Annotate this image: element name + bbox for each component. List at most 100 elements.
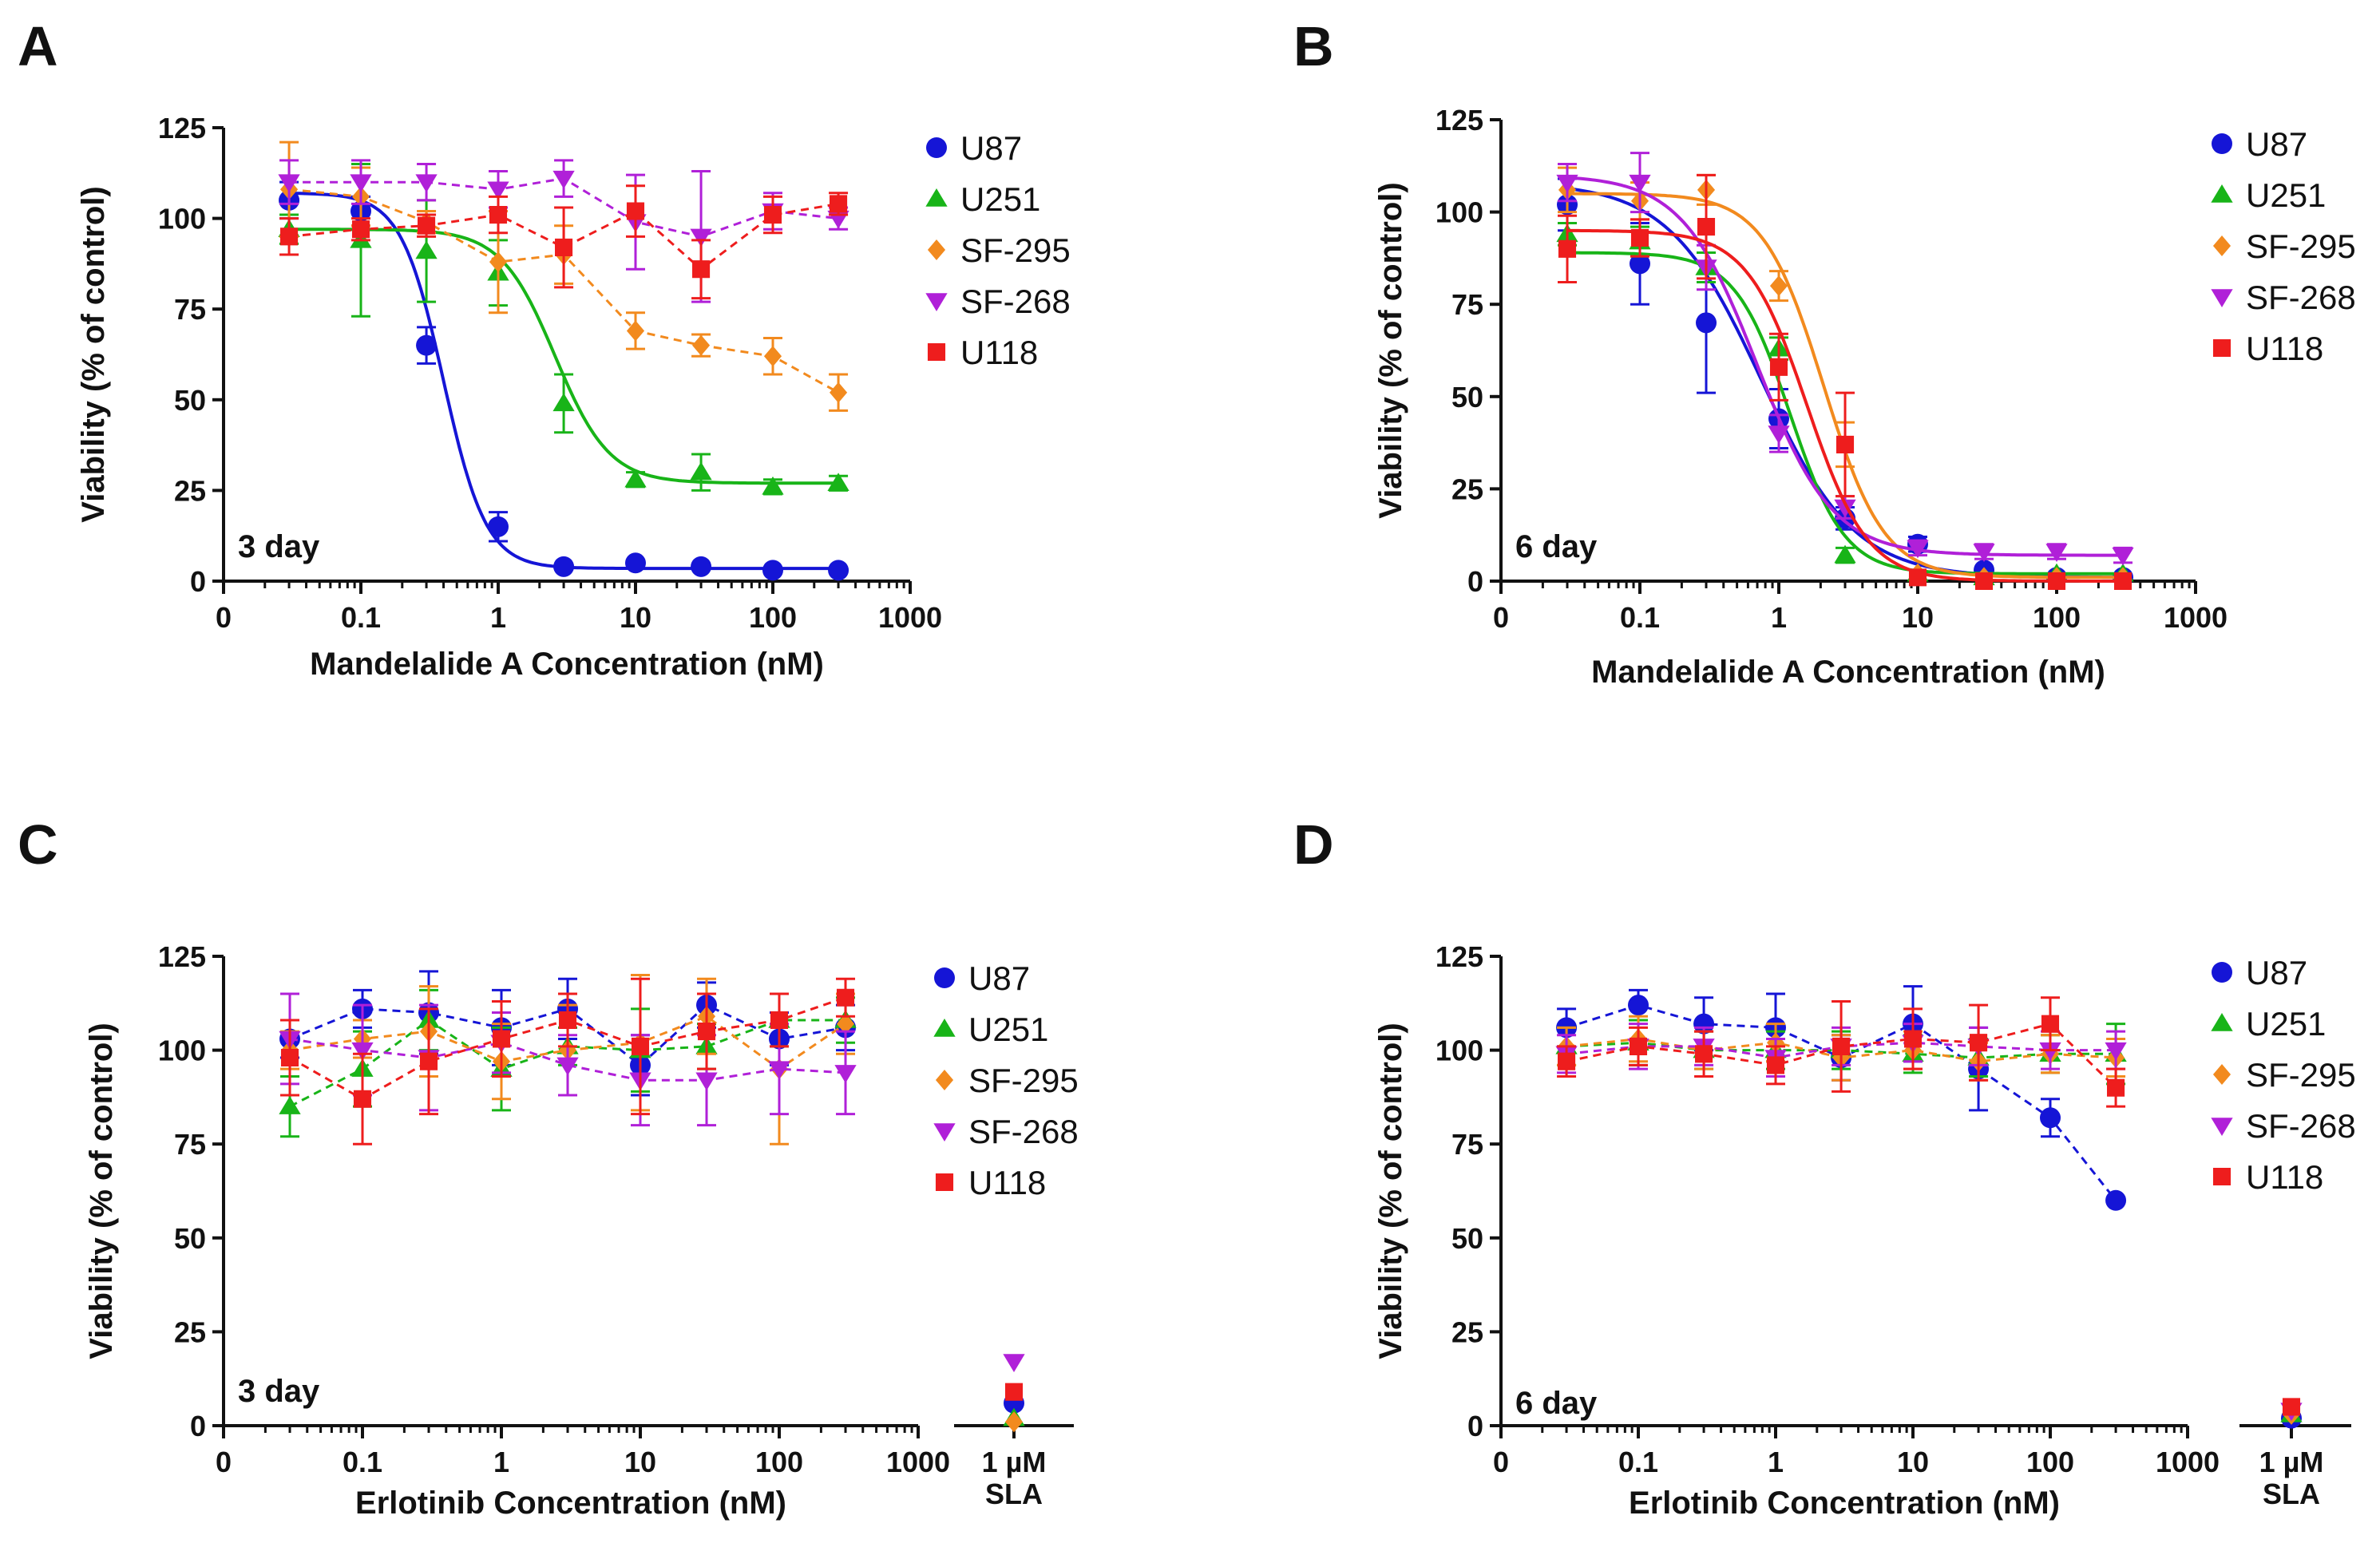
data-point bbox=[2112, 547, 2134, 566]
data-point bbox=[351, 220, 370, 239]
data-point bbox=[2045, 544, 2068, 563]
y-axis-label: Viability (% of control) bbox=[1373, 182, 1408, 519]
data-point bbox=[556, 1057, 579, 1076]
legend-marker bbox=[933, 1019, 956, 1037]
x-tick-label: 100 bbox=[749, 601, 797, 634]
y-axis-label: Viability (% of control) bbox=[1373, 1023, 1408, 1359]
data-point bbox=[1766, 1056, 1785, 1074]
legend-label: U251 bbox=[960, 180, 1040, 218]
legend-label: U118 bbox=[960, 334, 1038, 371]
x-tick-label: 1 bbox=[1771, 601, 1787, 634]
legend-marker bbox=[2212, 1064, 2231, 1085]
data-point bbox=[419, 1052, 438, 1070]
y-tick-label: 50 bbox=[174, 1222, 206, 1255]
data-point bbox=[763, 346, 782, 367]
series-sf-295 bbox=[1557, 1015, 2301, 1425]
data-point bbox=[2041, 1015, 2060, 1033]
x-tick-label: 10 bbox=[624, 1446, 656, 1478]
data-point bbox=[415, 174, 438, 193]
data-point bbox=[1834, 499, 1856, 518]
fit-curve bbox=[1567, 228, 2123, 583]
legend-marker bbox=[927, 342, 946, 362]
day-annotation: 6 day bbox=[1515, 1386, 1598, 1421]
data-point bbox=[1558, 239, 1577, 258]
legend-label: U251 bbox=[2246, 176, 2326, 214]
data-point bbox=[768, 1061, 790, 1080]
data-point bbox=[770, 1011, 789, 1030]
data-point bbox=[492, 1030, 511, 1048]
data-point bbox=[487, 181, 509, 200]
legend-marker bbox=[925, 293, 948, 311]
series-u251 bbox=[1555, 1019, 2303, 1422]
x-tick-label: 1 bbox=[493, 1446, 509, 1478]
legend-label: U251 bbox=[2246, 1005, 2326, 1043]
connector-line bbox=[1566, 1023, 2117, 1089]
x-tick-label: 1000 bbox=[886, 1446, 950, 1478]
y-tick-label: 0 bbox=[1467, 1410, 1483, 1442]
panel-A: A 0 25 50 75 100 125 0 0.1 1 10 100 1000 Mandelalide … bbox=[18, 15, 1071, 682]
series-sf-268 bbox=[279, 992, 1025, 1373]
legend-marker bbox=[2212, 235, 2231, 256]
fit-curve bbox=[1566, 176, 2123, 557]
y-axis-label: Viability (% of control) bbox=[84, 1023, 119, 1359]
data-point bbox=[2040, 1107, 2061, 1129]
series-u118 bbox=[279, 184, 849, 300]
legend-marker bbox=[927, 239, 946, 260]
legend-marker bbox=[934, 967, 955, 988]
x-tick-label: 10 bbox=[1902, 601, 1934, 634]
data-point bbox=[553, 556, 575, 577]
x-tick-label: 10 bbox=[620, 601, 651, 634]
legend-marker bbox=[2211, 289, 2233, 307]
legend-marker bbox=[2212, 338, 2231, 358]
data-point bbox=[1556, 174, 1578, 193]
y-tick-label: 50 bbox=[1451, 381, 1483, 413]
data-point bbox=[280, 1048, 299, 1067]
data-point bbox=[489, 251, 508, 273]
y-tick-label: 125 bbox=[158, 112, 206, 144]
data-point bbox=[415, 240, 438, 259]
panel-B: B 0 25 50 75 100 125 0 0.1 1 10 100 1000 Mandelalide … bbox=[1293, 15, 2356, 690]
y-tick-label: 0 bbox=[1467, 565, 1483, 598]
x-tick-label: 1000 bbox=[2156, 1446, 2220, 1478]
y-tick-label: 25 bbox=[174, 474, 206, 507]
x-tick-label: 0.1 bbox=[1618, 1446, 1658, 1478]
legend-marker bbox=[926, 137, 947, 158]
data-point bbox=[692, 334, 711, 356]
legend-label: U118 bbox=[2246, 330, 2323, 367]
y-tick-label: 0 bbox=[190, 565, 206, 598]
legend-marker bbox=[2212, 133, 2232, 154]
data-point bbox=[626, 202, 645, 220]
legend-label: U118 bbox=[2246, 1158, 2323, 1196]
sla-point bbox=[1003, 1354, 1025, 1373]
data-point bbox=[1629, 174, 1651, 193]
x-axis-label: Mandelalide A Concentration (nM) bbox=[1591, 655, 2105, 690]
data-point bbox=[631, 1037, 650, 1055]
data-point bbox=[278, 174, 300, 193]
data-point bbox=[488, 516, 509, 537]
sla-point bbox=[1004, 1383, 1024, 1401]
day-annotation: 3 day bbox=[238, 1374, 320, 1409]
data-point bbox=[836, 988, 855, 1007]
y-tick-label: 75 bbox=[174, 1128, 206, 1161]
series-sf-295 bbox=[280, 974, 1024, 1433]
legend-marker bbox=[933, 1123, 956, 1141]
sla-tick-label: 1 µM bbox=[2259, 1446, 2324, 1478]
data-point bbox=[691, 556, 712, 577]
data-point bbox=[280, 228, 299, 246]
sla-tick-label: SLA bbox=[985, 1478, 1043, 1510]
legend-label: U87 bbox=[2246, 125, 2307, 163]
legend-marker bbox=[2211, 1013, 2233, 1031]
data-point bbox=[2105, 1189, 2127, 1211]
data-point bbox=[1834, 544, 1856, 564]
legend-marker bbox=[2211, 1118, 2233, 1136]
x-tick-label: 0 bbox=[216, 1446, 232, 1478]
x-axis-label: Erlotinib Concentration (nM) bbox=[1629, 1486, 2060, 1521]
x-tick-label: 1 bbox=[1768, 1446, 1784, 1478]
data-point bbox=[558, 1011, 577, 1030]
y-tick-label: 0 bbox=[190, 1410, 206, 1442]
series-u87 bbox=[1556, 985, 2302, 1429]
legend-marker bbox=[2212, 1167, 2231, 1186]
data-point bbox=[353, 1090, 372, 1108]
data-point bbox=[552, 170, 575, 189]
